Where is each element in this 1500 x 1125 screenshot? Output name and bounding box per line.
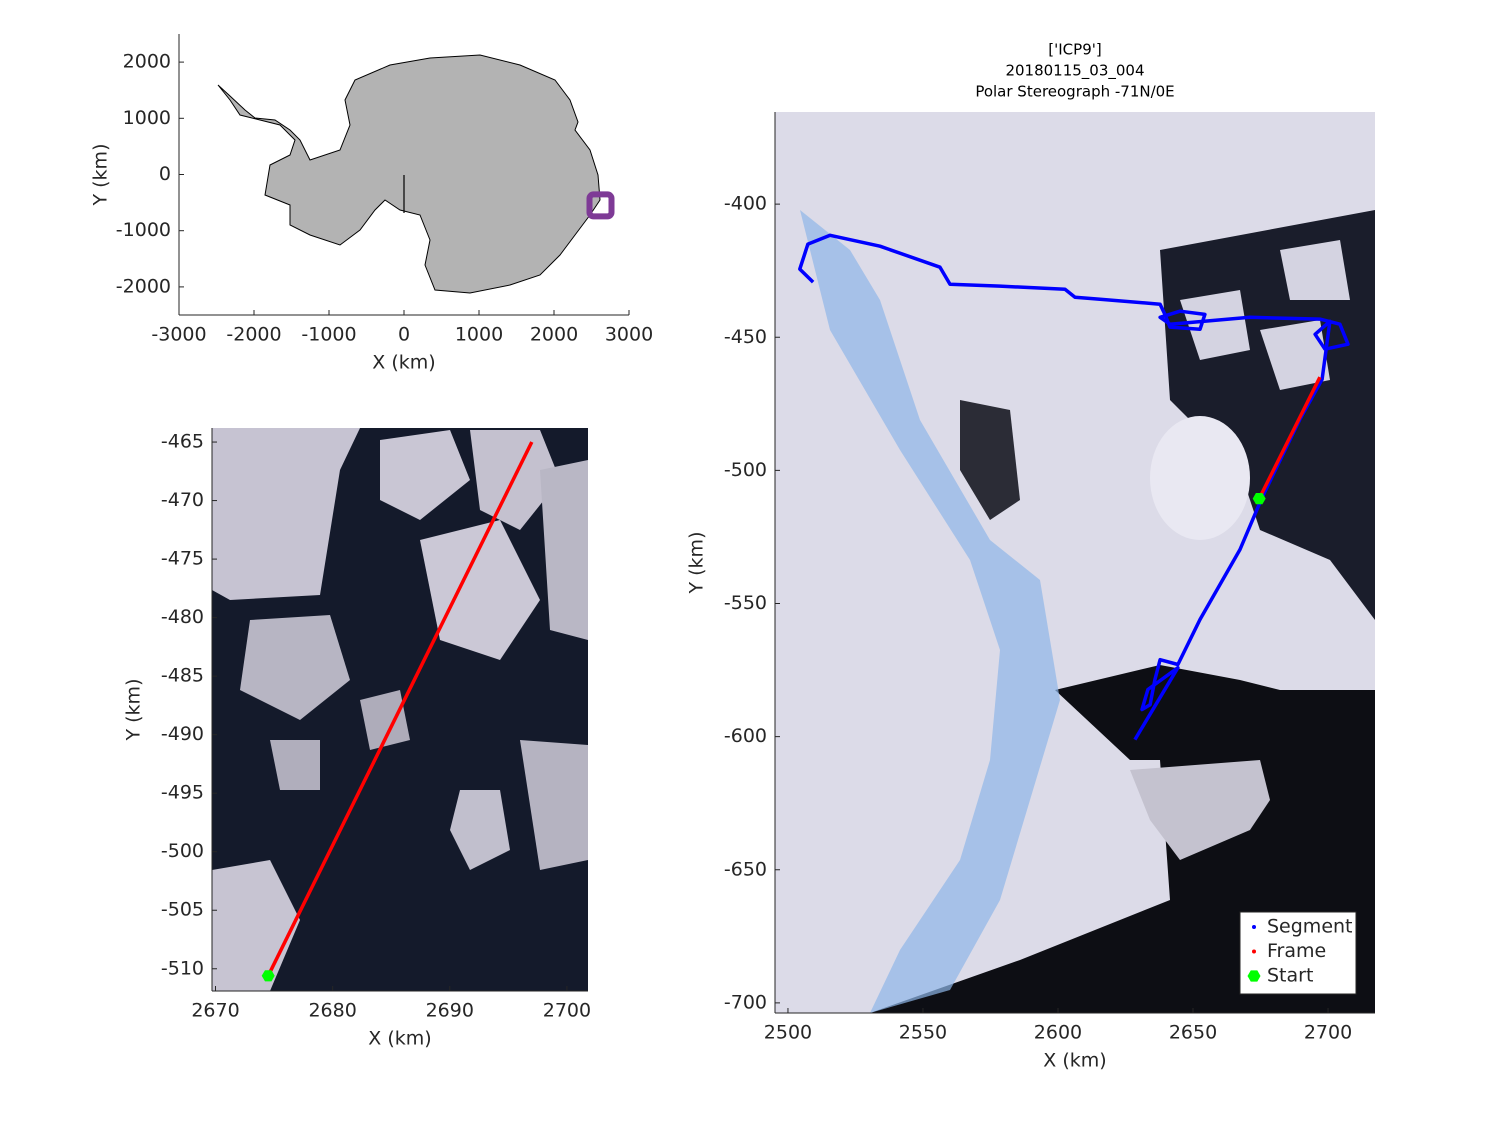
y-tick-label: -700 [724,991,767,1013]
plot-area [261,441,534,982]
continent [217,54,601,294]
y-tick-label: -650 [724,858,767,880]
y-axis-label: Y (km) [123,679,145,742]
y-tick-label: -450 [724,326,767,348]
segment-imagery [775,112,1375,1013]
track [1257,376,1322,500]
y-tick-label: 1000 [123,107,171,129]
plot-area [798,233,1350,741]
x-tick-label: 1000 [455,324,503,346]
start-marker [1252,493,1266,505]
chart-title: Polar Stereograph -71N/0E [975,83,1174,101]
x-axis-label: X (km) [372,352,435,374]
y-tick-label: 2000 [123,51,171,73]
x-tick-label: 2550 [899,1022,947,1044]
start-marker [261,970,275,982]
x-tick-label: 2000 [530,324,578,346]
y-tick-label: -490 [161,723,204,745]
y-tick-label: -480 [161,606,204,628]
y-tick-label: -495 [161,782,204,804]
y-tick-label: -1000 [116,219,171,241]
track [266,441,534,977]
x-tick-label: 2700 [1304,1022,1352,1044]
y-tick-label: -500 [724,459,767,481]
y-tick-label: -475 [161,548,204,570]
x-tick-label: 3000 [605,324,653,346]
y-tick-label: -550 [724,592,767,614]
x-tick-label: -3000 [151,324,206,346]
y-tick-label: -500 [161,840,204,862]
x-tick-label: -1000 [301,324,356,346]
y-tick-label: -510 [161,957,204,979]
track [798,233,1350,741]
legend-marker [1247,970,1261,982]
legend-label: Segment [1267,916,1353,938]
y-axis-label: Y (km) [686,532,708,595]
legend-label: Frame [1267,940,1326,962]
chart-title: 20180115_03_004 [1005,62,1144,81]
y-axis-label: Y (km) [90,144,112,207]
y-tick-label: 0 [159,163,171,185]
x-tick-label: 2700 [543,1000,591,1022]
y-tick-label: -470 [161,489,204,511]
x-tick-label: 0 [398,324,410,346]
x-tick-label: -2000 [226,324,281,346]
x-tick-label: 2670 [191,1000,239,1022]
x-tick-label: 2680 [308,1000,356,1022]
x-tick-label: 2600 [1034,1022,1082,1044]
y-tick-label: -485 [161,665,204,687]
chart-title: ['ICP9'] [1048,41,1101,59]
location-marker [586,191,615,220]
legend-marker [1252,949,1256,954]
frame-imagery [212,428,588,991]
y-tick-label: -465 [161,431,204,453]
y-tick-label: -505 [161,899,204,921]
x-tick-label: 2500 [764,1022,812,1044]
x-axis-label: X (km) [368,1028,431,1050]
x-axis-label: X (km) [1043,1050,1106,1072]
legend-box [1239,911,1357,995]
plot-area [586,191,615,220]
legend-label: Start [1267,965,1313,987]
y-tick-label: -600 [724,725,767,747]
y-tick-label: -2000 [116,275,171,297]
y-tick-label: -400 [724,193,767,215]
x-tick-label: 2650 [1169,1022,1217,1044]
legend-marker [1252,925,1256,929]
x-tick-label: 2690 [426,1000,474,1022]
